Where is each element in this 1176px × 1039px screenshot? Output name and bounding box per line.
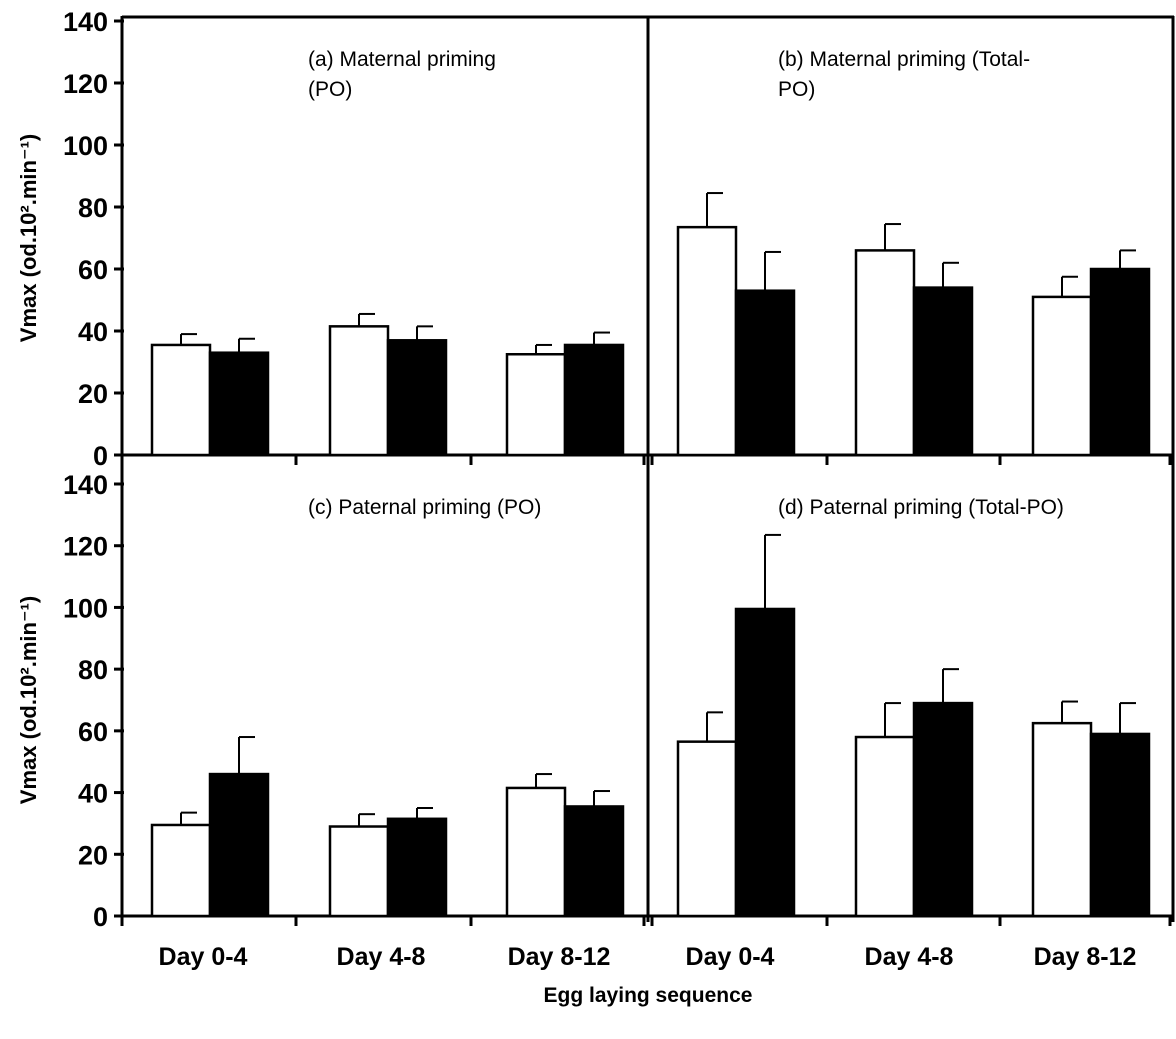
panel-c: (c) Paternal priming (PO) 0 20 40 60 80 100 120… xyxy=(16,470,646,971)
x-category-label: Day 0-4 xyxy=(686,943,775,971)
panel-title-line: (c) Paternal priming (PO) xyxy=(308,496,541,519)
filled-bar xyxy=(734,289,796,457)
x-category-label: Day 8-12 xyxy=(508,943,611,971)
y-tick-label: 60 xyxy=(78,717,108,747)
y-tick-label: 80 xyxy=(78,655,108,685)
panel-b: (b) Maternal priming (Total- PO) xyxy=(650,48,1172,465)
open-bar xyxy=(1031,721,1093,918)
y-tick-label: 140 xyxy=(63,470,108,500)
filled-bar xyxy=(386,339,448,457)
filled-bar xyxy=(386,817,448,918)
y-tick-label: 40 xyxy=(78,317,108,347)
x-category-label: Day 8-12 xyxy=(1034,943,1137,971)
x-axis-title: Egg laying sequence xyxy=(544,984,753,1007)
open-bar xyxy=(676,225,738,457)
filled-bar xyxy=(912,286,974,457)
y-tick-label: 0 xyxy=(93,441,108,471)
open-bar xyxy=(328,325,390,457)
y-tick-label: 20 xyxy=(78,379,108,409)
x-category-label: Day 4-8 xyxy=(337,943,426,971)
y-tick-label: 120 xyxy=(63,69,108,99)
x-category-label: Day 4-8 xyxy=(865,943,954,971)
filled-bar xyxy=(208,772,270,918)
panel-d: (d) Paternal priming (Total-PO) Day 0-4 Da… xyxy=(650,496,1172,971)
panel-title-line: PO) xyxy=(778,78,815,101)
open-bar xyxy=(150,823,212,918)
y-tick-label: 120 xyxy=(63,532,108,562)
y-tick-label: 40 xyxy=(78,779,108,809)
y-axis-label: Vmax (od.10².min⁻¹) xyxy=(16,596,41,804)
y-tick-label: 100 xyxy=(63,593,108,623)
open-bar xyxy=(676,740,738,918)
open-bar xyxy=(505,786,567,918)
open-bar xyxy=(854,249,916,457)
panel-a: (a) Maternal priming (PO) 0 20 40 60 80 100 120 1… xyxy=(16,7,646,471)
filled-bar xyxy=(1089,267,1151,457)
filled-bar xyxy=(912,701,974,918)
open-bar xyxy=(328,825,390,918)
panel-title-line: (b) Maternal priming (Total- xyxy=(778,48,1030,71)
x-category-label: Day 0-4 xyxy=(159,943,248,971)
y-tick-label: 140 xyxy=(63,7,108,37)
panel-title-line: (d) Paternal priming (Total-PO) xyxy=(778,496,1064,519)
y-tick-label: 100 xyxy=(63,131,108,161)
y-axis-label: Vmax (od.10².min⁻¹) xyxy=(16,134,41,342)
filled-bar xyxy=(563,805,625,918)
open-bar xyxy=(854,735,916,918)
panel-title-line: (a) Maternal priming xyxy=(308,48,496,71)
y-tick-label: 60 xyxy=(78,255,108,285)
panel-title-line: (PO) xyxy=(308,78,352,101)
filled-bar xyxy=(734,607,796,918)
open-bar xyxy=(505,353,567,457)
filled-bar xyxy=(563,343,625,457)
open-bar xyxy=(1031,295,1093,457)
filled-bar xyxy=(1089,732,1151,918)
y-tick-label: 80 xyxy=(78,193,108,223)
open-bar xyxy=(150,343,212,457)
y-tick-label: 0 xyxy=(93,902,108,932)
y-tick-label: 20 xyxy=(78,840,108,870)
panels-group: (a) Maternal priming (PO) 0 20 40 60 80 100 120 1… xyxy=(16,7,1172,971)
filled-bar xyxy=(208,351,270,457)
